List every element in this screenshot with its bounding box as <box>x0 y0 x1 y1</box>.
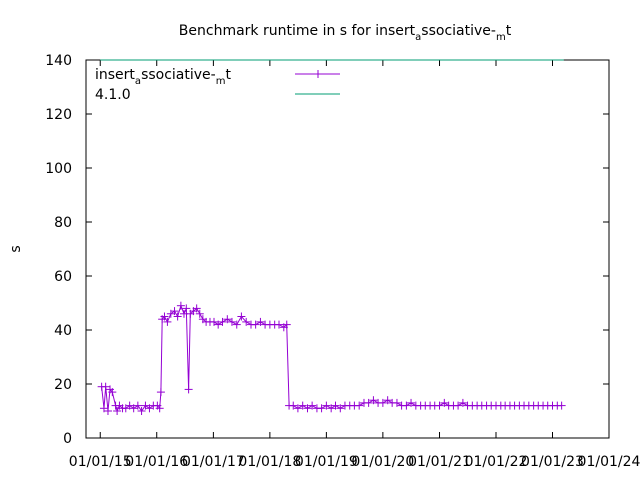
x-tick-label: 01/01/23 <box>521 454 584 470</box>
legend-label-part: insert <box>95 67 135 83</box>
series-1-point <box>298 401 307 410</box>
series-1-point <box>256 317 265 326</box>
series-1-point <box>214 320 223 329</box>
series-1-point <box>242 317 251 326</box>
series-1-point <box>557 401 566 410</box>
series-1-point <box>113 407 122 415</box>
chart-title-part: t <box>506 23 512 39</box>
series-1-point <box>108 388 117 397</box>
series-1-point <box>355 401 364 410</box>
x-tick-label: 01/01/15 <box>69 454 132 470</box>
y-tick-label: 20 <box>54 377 72 393</box>
series-1-point <box>336 404 345 413</box>
series-1-point <box>378 398 387 407</box>
series-1-point <box>129 404 138 413</box>
series-layer <box>97 59 566 415</box>
series-1-point <box>176 301 185 310</box>
series-1-point <box>184 385 193 394</box>
series-1-point <box>327 404 336 413</box>
legend-label-series-1: insertassociative-mt <box>95 67 231 87</box>
y-tick-label: 140 <box>45 53 72 69</box>
y-axis: 0 20 40 60 80 100 120 140 <box>45 53 609 447</box>
series-1-point <box>392 398 401 407</box>
series-1-point <box>99 404 108 413</box>
series-1-point <box>317 404 326 413</box>
y-tick-label: 40 <box>54 323 72 339</box>
series-1-point <box>125 401 134 410</box>
series-1-point <box>293 404 302 413</box>
chart-title-part: ssociative- <box>421 23 496 39</box>
series-1-point <box>227 317 236 326</box>
series-1-point <box>192 304 201 313</box>
series-1-point <box>251 320 260 329</box>
x-tick-label: 01/01/17 <box>182 454 245 470</box>
series-1-point <box>407 398 416 407</box>
y-tick-label: 60 <box>54 269 72 285</box>
series-1-point <box>308 401 317 410</box>
legend-label-subscript: m <box>216 76 226 87</box>
series-1-point <box>282 320 291 329</box>
x-tick-label: 01/01/22 <box>465 454 528 470</box>
series-1-point <box>133 401 142 410</box>
chart-title-subscript: m <box>496 32 506 43</box>
x-tick-label: 01/01/18 <box>238 454 301 470</box>
series-1-point <box>141 401 150 410</box>
series-1-point <box>101 382 110 391</box>
series-1-point <box>218 317 227 326</box>
y-tick-label: 100 <box>45 161 72 177</box>
series-1-point <box>369 396 378 405</box>
series-1-point <box>402 401 411 410</box>
chart-title: Benchmark runtime in s for insertassocia… <box>179 23 512 43</box>
x-axis: 01/01/1501/01/1601/01/1701/01/1801/01/19… <box>69 60 640 470</box>
series-1-point <box>170 307 179 316</box>
series-1-point <box>383 396 392 405</box>
series-1-point <box>160 312 169 321</box>
series-1-point <box>173 312 182 321</box>
x-tick-label: 01/01/21 <box>408 454 471 470</box>
y-axis-label: s <box>8 245 24 252</box>
x-tick-label: 01/01/20 <box>351 454 414 470</box>
x-tick-label: 01/01/24 <box>578 454 640 470</box>
series-1-point <box>322 401 331 410</box>
series-1-point <box>435 401 444 410</box>
series-1-point <box>182 304 191 313</box>
y-tick-label: 0 <box>63 431 72 447</box>
legend: insertassociative-mt 4.1.0 <box>95 67 340 103</box>
legend-label-part: t <box>225 67 231 83</box>
series-1-point <box>223 315 232 324</box>
series-1-point <box>103 407 112 415</box>
series-1-point <box>195 309 204 318</box>
series-1-point <box>331 401 340 410</box>
series-1-point <box>440 398 449 407</box>
series-1-point <box>458 398 467 407</box>
series-1-point <box>237 312 246 321</box>
x-tick-label: 01/01/16 <box>125 454 188 470</box>
series-1-point <box>454 401 463 410</box>
legend-label-series-2: 4.1.0 <box>95 87 131 103</box>
series-1-point <box>289 401 298 410</box>
series-1-point <box>364 398 373 407</box>
series-1-point <box>303 404 312 413</box>
series-1-point <box>155 404 164 413</box>
chart-title-subscript: a <box>415 32 421 43</box>
y-tick-label: 120 <box>45 107 72 123</box>
series-1-point <box>210 317 219 326</box>
chart-title-part: Benchmark runtime in s for insert <box>179 23 416 39</box>
x-tick-label: 01/01/19 <box>295 454 358 470</box>
series-1-point <box>275 320 284 329</box>
series-1-point <box>156 388 165 397</box>
legend-label-subscript: a <box>135 76 141 87</box>
legend-label-part: ssociative- <box>141 67 216 83</box>
series-1-point <box>137 407 146 415</box>
series-1-point <box>163 317 172 326</box>
series-1-point <box>232 320 241 329</box>
y-tick-label: 80 <box>54 215 72 231</box>
